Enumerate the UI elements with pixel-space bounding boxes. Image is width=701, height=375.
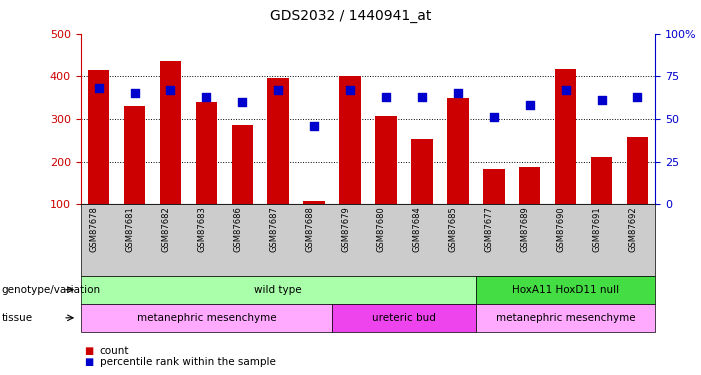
Point <box>632 94 643 100</box>
Point <box>273 87 284 93</box>
Text: GSM87690: GSM87690 <box>557 206 566 252</box>
Bar <box>411 139 433 204</box>
Text: GSM87686: GSM87686 <box>233 206 243 252</box>
Text: GSM87683: GSM87683 <box>198 206 206 252</box>
Bar <box>88 70 109 204</box>
Point <box>129 90 140 96</box>
Text: metanephric mesenchyme: metanephric mesenchyme <box>137 313 276 323</box>
Text: GSM87677: GSM87677 <box>485 206 494 252</box>
Point <box>93 86 104 92</box>
Text: ■: ■ <box>84 346 93 355</box>
Bar <box>304 201 325 204</box>
Point <box>488 114 499 120</box>
Bar <box>555 69 576 204</box>
Bar <box>519 167 540 204</box>
Bar <box>627 137 648 204</box>
Text: GSM87684: GSM87684 <box>413 206 422 252</box>
Text: GSM87685: GSM87685 <box>449 206 458 252</box>
Point <box>165 87 176 93</box>
Bar <box>339 75 361 204</box>
Text: GSM87689: GSM87689 <box>521 206 530 252</box>
Text: genotype/variation: genotype/variation <box>1 285 100 295</box>
Point <box>452 90 463 96</box>
Text: GSM87679: GSM87679 <box>341 206 350 252</box>
Point <box>381 94 392 100</box>
Point <box>237 99 248 105</box>
Text: percentile rank within the sample: percentile rank within the sample <box>100 357 275 367</box>
Bar <box>268 78 289 204</box>
Text: GSM87680: GSM87680 <box>377 206 386 252</box>
Text: GSM87681: GSM87681 <box>125 206 135 252</box>
Bar <box>124 106 145 204</box>
Text: GSM87691: GSM87691 <box>592 206 601 252</box>
Text: GDS2032 / 1440941_at: GDS2032 / 1440941_at <box>270 9 431 23</box>
Text: ■: ■ <box>84 357 93 367</box>
Point <box>560 87 571 93</box>
Point <box>416 94 428 100</box>
Text: GSM87682: GSM87682 <box>161 206 170 252</box>
Bar <box>591 158 613 204</box>
Bar <box>447 98 468 204</box>
Bar <box>231 124 253 204</box>
Bar <box>483 169 505 204</box>
Text: wild type: wild type <box>254 285 302 295</box>
Text: GSM87678: GSM87678 <box>90 206 99 252</box>
Point <box>200 94 212 100</box>
Point <box>308 123 320 129</box>
Bar <box>196 102 217 204</box>
Point <box>344 87 355 93</box>
Point <box>596 97 607 103</box>
Text: GSM87692: GSM87692 <box>629 206 637 252</box>
Text: HoxA11 HoxD11 null: HoxA11 HoxD11 null <box>512 285 619 295</box>
Text: count: count <box>100 346 129 355</box>
Text: GSM87688: GSM87688 <box>305 206 314 252</box>
Bar <box>375 116 397 204</box>
Text: metanephric mesenchyme: metanephric mesenchyme <box>496 313 635 323</box>
Text: ureteric bud: ureteric bud <box>372 313 436 323</box>
Text: tissue: tissue <box>1 313 32 323</box>
Point <box>524 102 536 108</box>
Text: GSM87687: GSM87687 <box>269 206 278 252</box>
Bar <box>160 62 181 204</box>
